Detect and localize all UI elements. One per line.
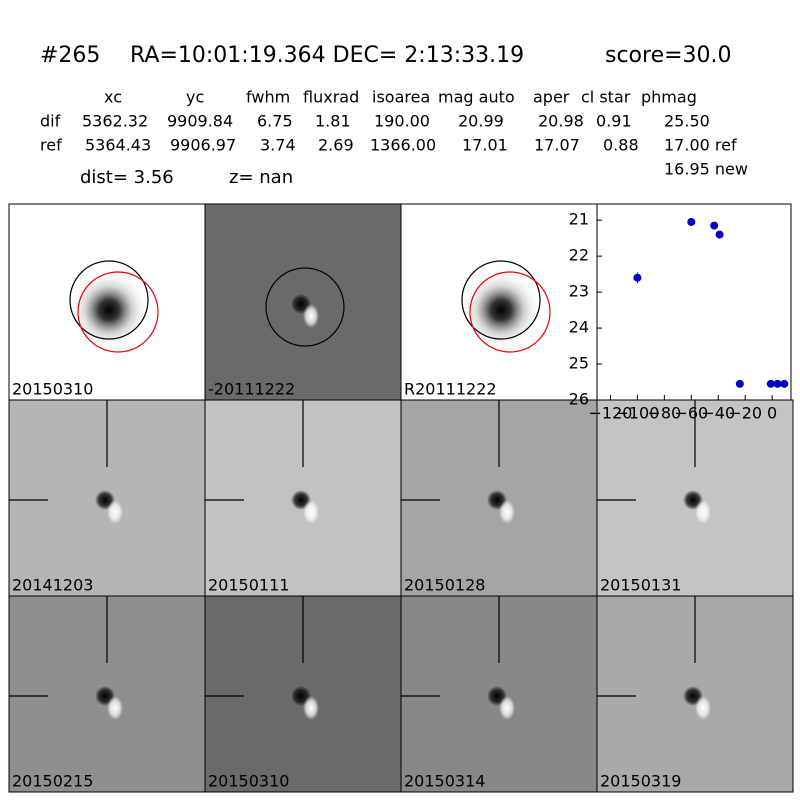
panel-label: 20150215 <box>12 772 93 791</box>
table-cell: 9906.97 <box>170 136 236 155</box>
panel-label: 20150128 <box>404 576 485 595</box>
image-panel: -20111222 <box>204 203 402 401</box>
column-header: phmag <box>641 88 697 107</box>
coordinates: RA=10:01:19.364 DEC= 2:13:33.19 <box>130 43 524 68</box>
image-panel: 20150215 <box>8 595 206 793</box>
table-cell: 5362.32 <box>82 112 148 131</box>
table-cell: 1366.00 <box>370 136 436 155</box>
image-panel: 20150310 <box>8 203 206 401</box>
table-cell: 17.01 <box>462 136 508 155</box>
score: score=30.0 <box>605 43 732 68</box>
table-cell: 17.07 <box>534 136 580 155</box>
residual-light <box>107 500 123 524</box>
point <box>735 379 744 388</box>
panel-label: 20150111 <box>208 576 289 595</box>
point <box>766 379 775 388</box>
point <box>780 379 789 388</box>
dist: dist= 3.56 <box>80 167 174 188</box>
table-cell: 190.00 <box>374 112 430 131</box>
residual-light <box>695 500 711 524</box>
point <box>687 217 696 226</box>
column-header: mag auto <box>438 88 515 107</box>
x-tick-label: −80 <box>647 404 681 423</box>
table-cell: dif <box>40 112 61 131</box>
column-header: fwhm <box>246 88 290 107</box>
point <box>633 273 642 282</box>
x-tick-label: 0 <box>767 404 777 423</box>
table-cell: 1.81 <box>315 112 351 131</box>
table-cell: ref <box>40 136 62 155</box>
y-tick-label: 21 <box>569 210 589 229</box>
point <box>773 379 782 388</box>
table-cell: 6.75 <box>257 112 293 131</box>
table-cell: 0.88 <box>603 136 639 155</box>
panel-label: -20111222 <box>208 380 295 399</box>
y-tick-label: 23 <box>569 282 589 301</box>
residual-light <box>695 696 711 720</box>
table-cell: 2.69 <box>318 136 354 155</box>
y-tick-label: 24 <box>569 318 589 337</box>
image-panel: 20150314 <box>400 595 598 793</box>
table-cell: 3.74 <box>260 136 296 155</box>
residual-light <box>303 696 319 720</box>
panel-label: 20150310 <box>208 772 289 791</box>
column-header: fluxrad <box>303 88 359 107</box>
candidate-id: #265 <box>40 43 100 68</box>
y-tick-label: 26 <box>569 390 589 409</box>
star <box>461 270 541 350</box>
residual-light <box>499 500 515 524</box>
redshift: z= nan <box>229 167 293 188</box>
aperture <box>461 260 541 340</box>
column-header: cl star <box>581 88 631 107</box>
aperture-ref <box>469 271 551 353</box>
plot-area <box>596 203 792 401</box>
x-tick-label: −120 <box>588 404 632 423</box>
table-cell: 17.00 ref <box>664 136 737 155</box>
residual-light <box>303 500 319 524</box>
image-panel: 20150131 <box>596 399 794 597</box>
image-panel: 20150319 <box>596 595 794 793</box>
table-cell: 20.99 <box>458 112 504 131</box>
aperture <box>265 267 345 347</box>
image-panel: 20150310 <box>204 595 402 793</box>
panel-label: 20141203 <box>12 576 93 595</box>
x-tick-label: −100 <box>615 404 659 423</box>
column-header: isoarea <box>372 88 430 107</box>
point <box>715 230 724 239</box>
x-tick-label: −40 <box>701 404 735 423</box>
table-cell: 20.98 <box>538 112 584 131</box>
table-cell: 25.50 <box>664 112 710 131</box>
panel-label: 20150314 <box>404 772 485 791</box>
panel-label: 20150310 <box>12 380 93 399</box>
y-tick-label: 22 <box>569 246 589 265</box>
star <box>69 270 149 350</box>
x-tick-label: −60 <box>674 404 708 423</box>
image-panel: R20111222 <box>400 203 598 401</box>
image-panel: 20150111 <box>204 399 402 597</box>
phmag-new: 16.95 new <box>664 160 748 179</box>
panel-label: 20150319 <box>600 772 681 791</box>
image-panel: 20150128 <box>400 399 598 597</box>
residual-light <box>499 696 515 720</box>
column-header: xc <box>104 88 122 107</box>
table-cell: 9909.84 <box>167 112 233 131</box>
column-header: yc <box>186 88 204 107</box>
aperture-ref <box>77 271 159 353</box>
table-cell: 5364.43 <box>85 136 151 155</box>
x-tick-label: −20 <box>728 404 762 423</box>
point <box>710 221 719 230</box>
y-tick-label: 25 <box>569 354 589 373</box>
residual-light <box>303 304 319 328</box>
panel-label: 20150131 <box>600 576 681 595</box>
panel-label: R20111222 <box>404 380 497 399</box>
image-panel: 20141203 <box>8 399 206 597</box>
table-cell: 0.91 <box>596 112 632 131</box>
column-header: aper <box>533 88 570 107</box>
aperture <box>69 260 149 340</box>
residual-light <box>107 696 123 720</box>
